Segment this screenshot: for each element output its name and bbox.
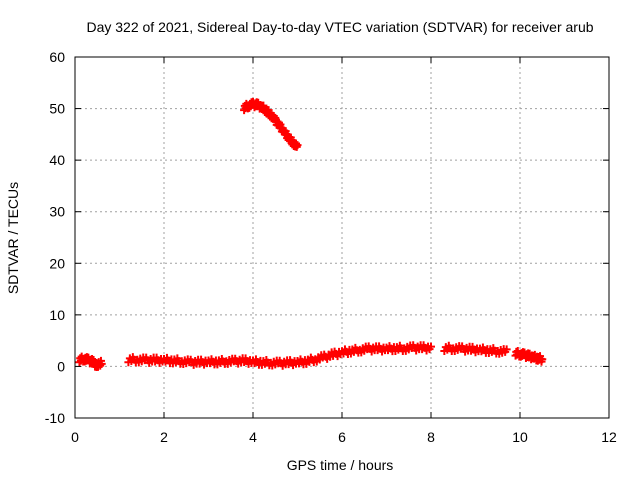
y-tick-label: 20 [49,255,65,271]
y-tick-label: 30 [49,204,65,220]
y-tick-label: 40 [49,152,65,168]
chart-title: Day 322 of 2021, Sidereal Day-to-day VTE… [86,19,593,35]
data-points [75,97,547,371]
y-tick-label: 10 [49,307,65,323]
x-tick-label: 6 [338,429,346,445]
series-low-band-d [511,346,547,366]
x-axis-label: GPS time / hours [287,457,394,473]
y-axis-label: SDTVAR / TECUs [5,182,21,294]
x-tick-label: 12 [601,429,617,445]
series-low-band-a [75,352,106,371]
series-low-band-c [440,341,511,358]
data-point [97,359,106,368]
y-tick-label: 50 [49,101,65,117]
x-tick-label: 8 [427,429,435,445]
data-point [502,345,511,354]
axis-ticks: 0 2 4 6 8 10 12 -10 0 10 20 30 40 50 60 [45,49,617,445]
x-tick-label: 4 [249,429,257,445]
x-tick-label: 10 [512,429,528,445]
series-high-arc [240,97,302,151]
y-tick-label: 60 [49,49,65,65]
y-tick-label: -10 [45,410,65,426]
y-tick-label: 0 [57,358,65,374]
data-point [427,342,435,351]
data-point [293,141,302,150]
x-tick-label: 0 [71,429,79,445]
series-low-band-b [124,341,435,370]
data-point [538,355,547,364]
x-tick-label: 2 [160,429,168,445]
grid-lines [75,57,609,418]
